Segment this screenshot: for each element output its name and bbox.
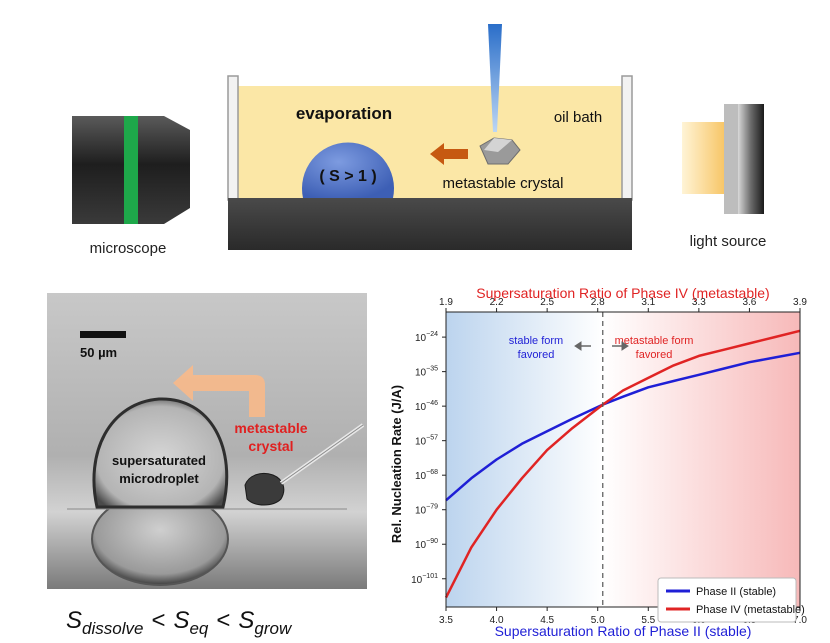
light-source-icon — [682, 104, 764, 214]
x-tick-label: 7.0 — [793, 615, 807, 626]
microscope-label: microscope — [90, 240, 167, 257]
top-tick-label: 2.8 — [591, 297, 605, 308]
plot-frame — [445, 311, 801, 608]
right-region-label-line1: metastable form — [615, 335, 694, 347]
x-tick-label: 3.5 — [439, 615, 453, 626]
left-region-label-line2: favored — [518, 349, 555, 361]
stable-region-shading — [446, 312, 603, 607]
svg-text:Sdissolve<Seq<Sgrow: Sdissolve < Seq < Sgrow — [66, 607, 293, 638]
arrow-icon — [430, 143, 468, 165]
microdroplet — [92, 397, 229, 509]
metastable-region-shading — [602, 312, 800, 607]
y-tick-label: 10−101 — [411, 573, 438, 586]
lens-band — [124, 116, 138, 224]
s-dissolve-sub: dissolve — [82, 619, 143, 638]
droplet-photo-label-line2: microdroplet — [119, 471, 199, 486]
legend-label-phase-ii: Phase II (stable) — [696, 586, 776, 598]
legend: Phase II (stable) Phase IV (metastable) — [657, 577, 805, 623]
s-eq: S — [173, 607, 189, 634]
stage — [228, 198, 632, 250]
top-axis-title: Supersaturation Ratio of Phase IV (metas… — [476, 285, 769, 301]
oil-bath — [238, 86, 622, 198]
experimental-setup-diagram: microscope ( S > 1 ) evaporation oil bat… — [72, 24, 767, 257]
top-tick-label: 1.9 — [439, 297, 453, 308]
crystal-photo-label-line1: metastable — [234, 420, 307, 436]
y-tick-label: 10−35 — [415, 366, 438, 379]
right-region-label-line2: favored — [636, 349, 673, 361]
oil-bath-label: oil bath — [554, 109, 602, 126]
less-than-1: < — [151, 607, 165, 634]
legend-label-phase-iv: Phase IV (metastable) — [696, 604, 805, 616]
top-tick-label: 2.5 — [540, 297, 554, 308]
y-tick-label: 10−90 — [415, 538, 438, 551]
curved-arrow-icon — [173, 365, 265, 417]
s-eq-sub: eq — [189, 619, 208, 638]
left-region-label-line1: stable form — [509, 335, 563, 347]
crystal-photo — [244, 472, 285, 506]
y-axis-title: Rel. Nucleation Rate (J/A) — [389, 385, 404, 543]
x-tick-label: 5.5 — [641, 615, 655, 626]
droplet-label: ( S > 1 ) — [319, 168, 376, 185]
s-dissolve: S — [66, 607, 82, 634]
droplet-icon — [302, 142, 394, 198]
crystal-photo-label-line2: crystal — [248, 438, 293, 454]
nucleation-rate-chart: 3.54.04.55.05.56.06.57.0 1.92.22.52.83.1… — [389, 285, 807, 639]
evaporation-label: evaporation — [296, 104, 392, 123]
microscope-icon — [72, 116, 190, 224]
y-tick-label: 10−68 — [415, 469, 438, 482]
bottom-axis-title: Supersaturation Ratio of Phase II (stabl… — [495, 623, 752, 639]
x-tick-label: 4.0 — [490, 615, 504, 626]
droplet-photo-label-line1: supersaturated — [112, 453, 206, 468]
region-arrows — [574, 341, 629, 351]
s-grow: S — [238, 607, 254, 634]
scale-label: 50 µm — [80, 345, 117, 360]
crystal-label: metastable crystal — [443, 175, 564, 192]
top-tick-label: 3.6 — [742, 297, 756, 308]
micrograph-photo: 50 µm supersaturated microdroplet metast… — [47, 293, 367, 589]
supersaturation-inequality: Sdissolve < Seq < Sgrow — [66, 607, 293, 638]
top-tick-label: 2.2 — [490, 297, 504, 308]
series-line-phase-iv — [444, 329, 801, 599]
top-tick-label: 3.3 — [692, 297, 706, 308]
series-line-phase-ii — [445, 351, 801, 502]
less-than-2: < — [216, 607, 230, 634]
x-tick-label: 5.0 — [591, 615, 605, 626]
top-tick-label: 3.1 — [641, 297, 655, 308]
y-tick-label: 10−79 — [415, 504, 438, 517]
top-tick-label: 3.9 — [793, 297, 807, 308]
light-source-label: light source — [690, 233, 767, 250]
scale-bar — [80, 331, 126, 338]
y-tick-label: 10−57 — [415, 435, 438, 448]
y-tick-label: 10−24 — [415, 331, 438, 344]
nozzle-icon — [488, 24, 502, 132]
y-tick-label: 10−46 — [415, 400, 438, 413]
s-grow-sub: grow — [254, 619, 293, 638]
x-tick-label: 4.5 — [540, 615, 554, 626]
oil-bath-container — [227, 75, 633, 250]
